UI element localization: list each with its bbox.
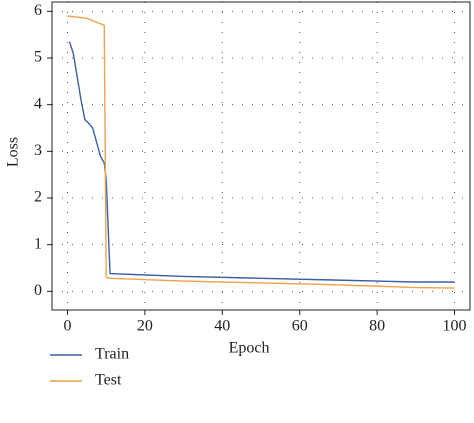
x-tick-label: 60 <box>292 318 308 335</box>
y-tick-label: 0 <box>34 282 42 299</box>
y-tick-label: 5 <box>34 49 42 66</box>
y-tick-label: 4 <box>34 95 42 112</box>
x-tick-label: 80 <box>369 318 385 335</box>
y-tick-label: 3 <box>34 142 42 159</box>
x-tick-label: 40 <box>214 318 230 335</box>
x-tick-label: 20 <box>137 318 153 335</box>
legend-label: Train <box>95 346 129 363</box>
y-axis-label: Loss <box>5 137 22 167</box>
legend-label: Test <box>95 372 122 389</box>
x-tick-label: 0 <box>63 318 71 335</box>
y-tick-label: 2 <box>34 189 42 206</box>
y-tick-label: 1 <box>34 235 42 252</box>
plot-frame <box>51 1 471 311</box>
y-tick-label: 6 <box>34 2 42 19</box>
x-tick-label: 100 <box>443 318 467 335</box>
x-axis-label: Epoch <box>229 340 270 357</box>
series-line <box>68 41 455 283</box>
series-line <box>67 15 455 289</box>
